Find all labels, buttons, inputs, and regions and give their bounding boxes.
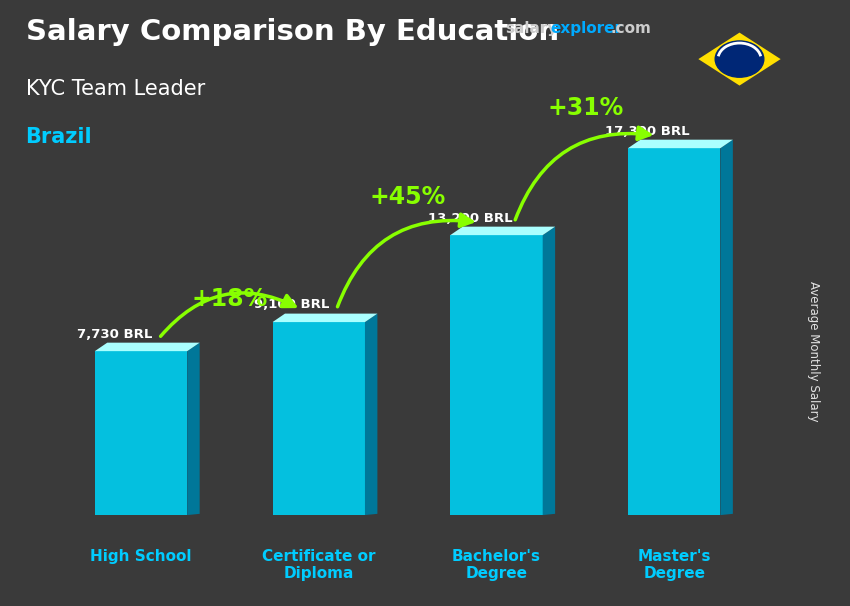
Text: Bachelor's
Degree: Bachelor's Degree — [452, 549, 541, 581]
Circle shape — [715, 41, 764, 77]
Text: High School: High School — [90, 549, 192, 564]
Text: 9,100 BRL: 9,100 BRL — [254, 299, 330, 311]
Text: .com: .com — [610, 21, 651, 36]
Polygon shape — [450, 235, 542, 515]
Polygon shape — [273, 314, 377, 322]
Text: explorer: explorer — [551, 21, 623, 36]
Polygon shape — [95, 342, 200, 351]
Text: +18%: +18% — [192, 287, 268, 311]
Text: salary: salary — [506, 21, 558, 36]
Polygon shape — [95, 351, 187, 515]
Text: Average Monthly Salary: Average Monthly Salary — [808, 281, 820, 422]
Text: KYC Team Leader: KYC Team Leader — [26, 79, 205, 99]
Polygon shape — [628, 148, 721, 515]
Text: 7,730 BRL: 7,730 BRL — [76, 327, 152, 341]
Text: Salary Comparison By Education: Salary Comparison By Education — [26, 18, 558, 46]
Polygon shape — [187, 342, 200, 515]
Text: +31%: +31% — [547, 96, 623, 120]
Text: 13,200 BRL: 13,200 BRL — [428, 211, 513, 225]
Polygon shape — [365, 314, 377, 515]
Polygon shape — [628, 140, 733, 148]
Polygon shape — [273, 322, 365, 515]
Text: Certificate or
Diploma: Certificate or Diploma — [262, 549, 376, 581]
Polygon shape — [721, 140, 733, 515]
Polygon shape — [699, 33, 780, 85]
Text: 17,300 BRL: 17,300 BRL — [605, 125, 690, 138]
Text: +45%: +45% — [370, 185, 445, 209]
Text: Brazil: Brazil — [26, 127, 92, 147]
Polygon shape — [542, 227, 555, 515]
Text: Master's
Degree: Master's Degree — [638, 549, 711, 581]
Polygon shape — [450, 227, 555, 235]
